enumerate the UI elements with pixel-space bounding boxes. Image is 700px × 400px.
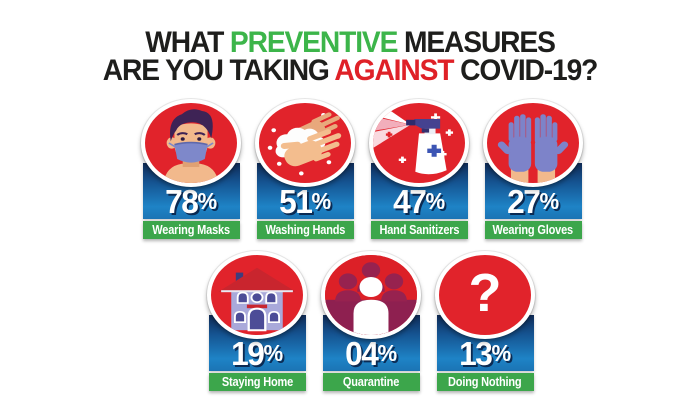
card-wearing-gloves: 27% Wearing Gloves xyxy=(483,99,583,239)
measure-label: Doing Nothing xyxy=(436,373,534,391)
hand-sanitizer-icon xyxy=(369,99,469,187)
page-title: WHAT PREVENTIVE MEASURES ARE YOU TAKING … xyxy=(0,0,700,87)
percent-value: 47% xyxy=(392,182,446,220)
percent-value: 13% xyxy=(458,334,512,372)
measure-label-text: Wearing Masks xyxy=(152,223,230,237)
percent-number: 19 xyxy=(230,334,265,372)
measure-label: Hand Sanitizers xyxy=(370,221,468,239)
face-mask-icon xyxy=(141,99,241,187)
percent-number: 04 xyxy=(344,334,379,372)
title-line-2: ARE YOU TAKING AGAINST COVID-19? xyxy=(21,54,679,87)
card-staying-home: 19% Staying Home xyxy=(207,251,307,391)
percent-value: 04% xyxy=(344,334,398,372)
percent-number: 27 xyxy=(506,182,541,220)
title-text: COVID-19? xyxy=(453,54,598,87)
percent-sign: % xyxy=(263,339,284,366)
title-text: WHAT xyxy=(145,26,230,59)
measure-label-text: Wearing Gloves xyxy=(492,223,574,237)
question-mark-icon: ? xyxy=(435,251,535,339)
measure-label-text: Doing Nothing xyxy=(448,375,522,389)
measures-row-1: 78% Wearing Masks xyxy=(12,99,700,239)
percent-value: 27% xyxy=(506,182,560,220)
measure-label: Quarantine xyxy=(322,373,420,391)
title-text: MEASURES xyxy=(397,26,556,59)
percent-sign: % xyxy=(425,187,446,214)
card-washing-hands: 51% Washing Hands xyxy=(255,99,355,239)
percent-value: 78% xyxy=(164,182,218,220)
measure-label-text: Washing Hands xyxy=(265,223,345,237)
percent-sign: % xyxy=(491,339,512,366)
card-doing-nothing: ? 13% Doing Nothing xyxy=(435,251,535,391)
percent-value: 51% xyxy=(278,182,332,220)
measures-row-2: 19% Staying Home xyxy=(21,251,700,391)
percent-sign: % xyxy=(197,187,218,214)
percent-sign: % xyxy=(377,339,398,366)
measure-label: Staying Home xyxy=(208,373,306,391)
gloves-icon xyxy=(483,99,583,187)
card-quarantine: 04% Quarantine xyxy=(321,251,421,391)
title-highlight-red: AGAINST xyxy=(334,54,454,87)
percent-value: 19% xyxy=(230,334,284,372)
washing-hands-icon xyxy=(255,99,355,187)
percent-sign: % xyxy=(539,187,560,214)
percent-sign: % xyxy=(311,187,332,214)
measure-label-text: Hand Sanitizers xyxy=(379,223,459,237)
percent-number: 78 xyxy=(164,182,199,220)
percent-number: 13 xyxy=(458,334,493,372)
measure-label-text: Staying Home xyxy=(221,375,293,389)
percent-number: 47 xyxy=(392,182,427,220)
question-mark-glyph: ? xyxy=(468,263,502,323)
card-wearing-masks: 78% Wearing Masks xyxy=(141,99,241,239)
measure-label: Washing Hands xyxy=(256,221,354,239)
house-icon xyxy=(207,251,307,339)
card-hand-sanitizers: 47% Hand Sanitizers xyxy=(369,99,469,239)
title-highlight-green: PREVENTIVE xyxy=(229,26,399,59)
measure-label-text: Quarantine xyxy=(342,375,400,389)
measure-label: Wearing Masks xyxy=(142,221,240,239)
quarantine-icon xyxy=(321,251,421,339)
measure-label: Wearing Gloves xyxy=(484,221,582,239)
percent-number: 51 xyxy=(278,182,313,220)
title-text: ARE YOU TAKING xyxy=(102,54,335,87)
title-line-1: WHAT PREVENTIVE MEASURES xyxy=(21,26,679,59)
